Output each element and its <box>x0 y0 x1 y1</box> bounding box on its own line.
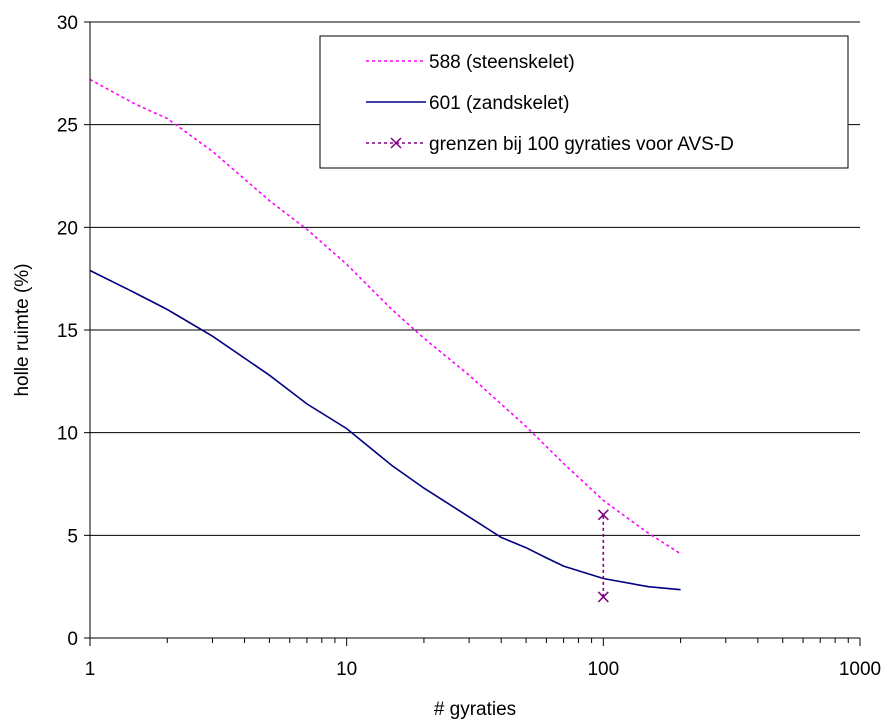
series-line <box>89 269 681 591</box>
legend-label: grenzen bij 100 gyraties voor AVS-D <box>429 134 734 155</box>
y-tick-label: 25 <box>57 116 78 137</box>
series-line <box>89 78 682 555</box>
data-point-marker <box>597 509 609 521</box>
legend-item: grenzen bij 100 gyraties voor AVS-D <box>366 134 734 155</box>
legend: 588 (steenskelet) 601 (zandskelet) grenzen… <box>319 35 849 169</box>
x-tick-label: 1000 <box>839 659 881 680</box>
axes <box>84 21 861 646</box>
y-tick-label: 5 <box>67 526 78 547</box>
x-tick-label: 100 <box>587 659 619 680</box>
legend-item: 588 (steenskelet) <box>366 52 575 73</box>
y-tick-label: 0 <box>67 629 78 650</box>
x-tick-label: 1 <box>85 659 96 680</box>
x-tick-label: 10 <box>336 659 357 680</box>
data-point-marker <box>597 591 609 603</box>
series-2 <box>597 509 609 603</box>
y-tick-label: 30 <box>57 13 78 34</box>
series-lines <box>89 78 682 603</box>
x-axis-label: # gyraties <box>434 699 516 720</box>
y-tick-label: 20 <box>57 218 78 239</box>
tick-labels: 0 5 10 15 20 25 30 1 10 100 1000 <box>57 13 881 680</box>
legend-label: 601 (zandskelet) <box>429 93 569 114</box>
legend-item: 601 (zandskelet) <box>366 93 569 114</box>
y-tick-label: 10 <box>57 424 78 445</box>
legend-marker <box>390 137 402 149</box>
series-1 <box>89 269 681 591</box>
series-0 <box>89 78 682 555</box>
y-axis-label: holle ruimte (%) <box>12 263 33 396</box>
y-tick-label: 15 <box>57 321 78 342</box>
legend-label: 588 (steenskelet) <box>429 52 575 73</box>
